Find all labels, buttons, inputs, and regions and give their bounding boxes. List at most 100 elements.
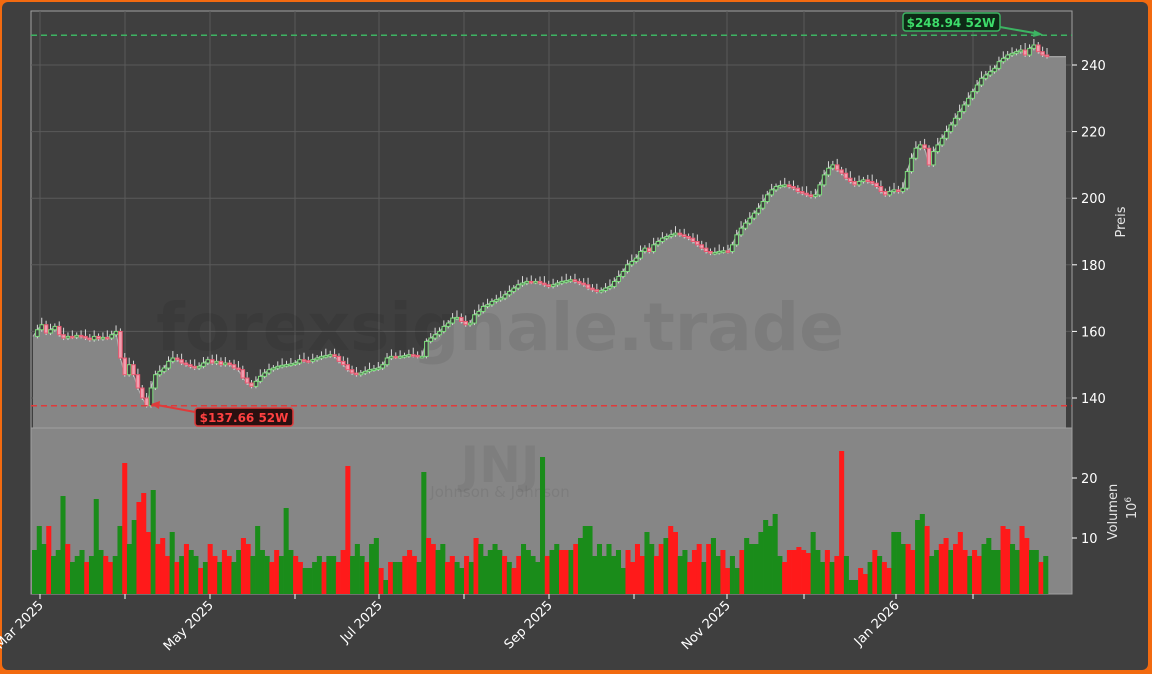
arrow-head-icon (1033, 30, 1043, 37)
volume-bar (350, 556, 356, 594)
candle-up (939, 137, 945, 146)
volume-bar (435, 550, 441, 594)
volume-bar (297, 562, 303, 594)
candle-down (236, 367, 241, 371)
volume-bar (1024, 538, 1030, 594)
volume-bar (93, 499, 99, 594)
candle-up (974, 84, 980, 93)
volume-bar (321, 562, 327, 594)
volume-bar (763, 520, 769, 594)
x-tick-label: Sep 2025 (502, 598, 556, 652)
candle-up (437, 330, 442, 336)
volume-tick-label: 20 (1081, 472, 1098, 487)
volume-bar (734, 568, 740, 594)
volume-bar (103, 556, 109, 594)
volume-bar (55, 550, 61, 594)
candle-up (603, 287, 608, 291)
candle-down (834, 164, 840, 171)
candle-up (716, 250, 722, 254)
candle-up (904, 171, 910, 189)
candle-up (170, 357, 176, 362)
candle-up (476, 310, 482, 316)
volume-bar (69, 562, 76, 594)
volume-bar (369, 544, 375, 594)
volume-bar (934, 550, 940, 594)
volume-bar (805, 553, 811, 594)
ticker-watermark: JNJ (457, 436, 539, 494)
volume-bar (938, 544, 944, 594)
candle-down (926, 147, 932, 166)
candle-up (887, 191, 892, 196)
volume-bar (183, 544, 189, 594)
candle-up (721, 250, 726, 253)
volume-bar (112, 556, 118, 594)
volume-bar (701, 562, 707, 594)
volume-bar (155, 544, 161, 594)
candle-up (91, 335, 97, 341)
volume-bar (312, 562, 318, 594)
candle-down (848, 177, 853, 183)
candle-up (607, 285, 613, 289)
volume-bar (601, 556, 607, 594)
volume-bar (834, 556, 840, 594)
price-tick-label: 160 (1081, 325, 1106, 340)
volume-bar (141, 493, 147, 594)
volume-bar (796, 547, 802, 594)
candle-up (201, 362, 206, 367)
price-area-fill (33, 45, 1066, 428)
volume-bar (32, 550, 38, 594)
volume-bar (820, 562, 826, 594)
volume-bar (525, 550, 531, 594)
candle-down (459, 316, 464, 322)
volume-bar (340, 550, 346, 594)
volume-bars (32, 451, 1049, 594)
candle-up (712, 251, 718, 255)
volume-bar (506, 562, 512, 594)
x-tick-label: Jan 2026 (851, 598, 903, 650)
candle-up (52, 325, 58, 331)
candle-up (214, 360, 219, 364)
candle-up (166, 360, 171, 369)
candle-down (690, 237, 696, 242)
volume-bar (373, 538, 379, 594)
volume-bar (335, 562, 341, 594)
volume-bar (858, 568, 864, 594)
candle-down (192, 365, 198, 369)
volume-bar (848, 580, 854, 594)
volume-bar (511, 568, 517, 594)
candle-up (48, 329, 53, 334)
candle-up (524, 280, 530, 284)
volume-bar (1043, 556, 1049, 594)
candle-up (310, 359, 316, 362)
price-axis-title: Preis (1114, 206, 1129, 237)
volume-bar (88, 556, 95, 594)
candle-up (747, 217, 753, 224)
candle-down (349, 369, 355, 374)
volume-bar (136, 502, 142, 594)
candle-up (266, 369, 272, 374)
volume-bar (720, 550, 726, 594)
candle-up (489, 300, 495, 306)
volume-bar (739, 550, 745, 594)
candle-down (882, 191, 888, 196)
volume-bar (782, 562, 788, 594)
candle-up (275, 365, 281, 369)
candle-down (808, 194, 814, 198)
candle-down (1022, 49, 1028, 56)
candle-up (983, 74, 989, 79)
candle-up (402, 355, 407, 358)
volume-bar (126, 544, 132, 594)
volume-bar (383, 580, 389, 594)
volume-bar (957, 532, 963, 594)
candle-up (992, 67, 997, 73)
candle-up (424, 340, 429, 357)
candle-up (917, 144, 923, 149)
volume-bar (307, 568, 313, 594)
candle-up (126, 364, 132, 376)
candle-up (367, 369, 372, 372)
candle-up (900, 187, 906, 193)
candle-up (782, 184, 788, 187)
volume-bar (801, 550, 807, 594)
candle-up (297, 359, 302, 364)
volume-bar (516, 556, 522, 594)
